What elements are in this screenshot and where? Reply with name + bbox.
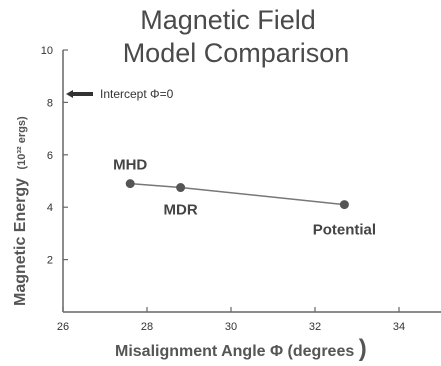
- x-tick-label: 34: [393, 321, 405, 333]
- y-ticks: 2 4 6 8 10: [41, 45, 68, 267]
- x-axis-label: Misalignment Angle Φ (degrees ): [115, 335, 367, 362]
- data-label-mdr: MDR: [164, 202, 198, 219]
- data-label-mhd: MHD: [113, 157, 147, 174]
- y-axis-label: Magnetic Energy (10³² ergs): [12, 116, 29, 306]
- y-axis-label-main: Magnetic Energy: [12, 178, 29, 306]
- data-label-potential: Potential: [313, 222, 376, 239]
- intercept-arrow-head: [66, 90, 73, 98]
- x-axis-label-main: Misalignment Angle Φ (degrees: [115, 343, 354, 360]
- x-tick-label: 30: [225, 321, 237, 333]
- x-ticks: 26 28 30 32 34: [57, 307, 405, 333]
- chart-title-line2: Model Comparison: [123, 38, 350, 68]
- series-line: [130, 182, 345, 206]
- intercept-annotation: Intercept Φ=0: [100, 87, 174, 101]
- y-tick-label: 10: [41, 45, 53, 57]
- y-tick-label: 6: [47, 150, 53, 162]
- x-tick-label: 32: [309, 321, 321, 333]
- y-tick-label: 2: [47, 255, 53, 267]
- y-axis-label-unit: (10³² ergs): [16, 116, 28, 170]
- x-tick-label: 26: [57, 321, 69, 333]
- y-tick-label: 8: [47, 97, 53, 109]
- y-tick-label: 4: [47, 202, 53, 214]
- data-point-potential: [339, 200, 349, 210]
- data-point-mdr: [176, 183, 186, 193]
- chart-title-line1: Magnetic Field: [140, 5, 316, 35]
- x-axis-label-paren: ): [359, 335, 367, 362]
- data-point-mhd: [125, 179, 135, 189]
- series: MHD MDR Potential: [113, 157, 376, 239]
- x-tick-label: 28: [141, 321, 153, 333]
